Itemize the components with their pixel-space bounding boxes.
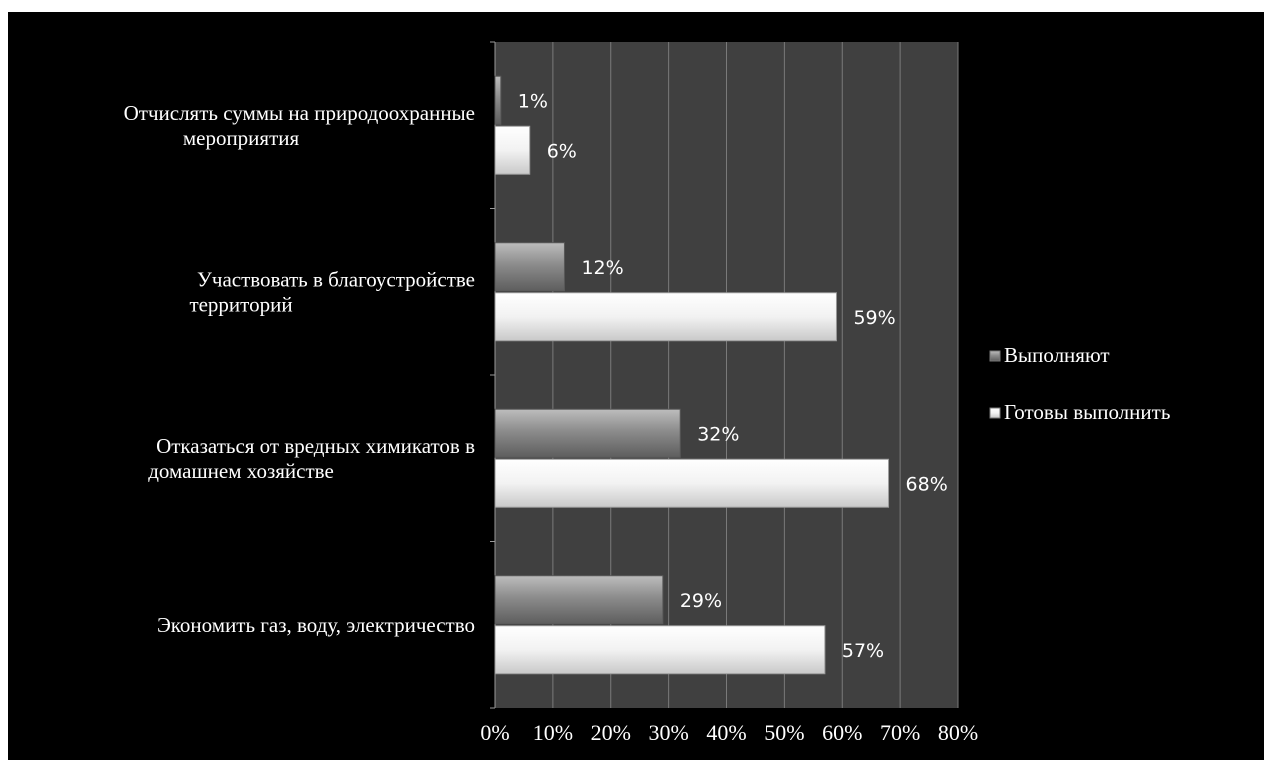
data-label-done: 32% <box>697 423 739 445</box>
x-tick-label: 70% <box>880 720 920 745</box>
labels: 0% 10% 20% 30% 40% 50% 60% 70% 80% 1% 6% Отчислять … <box>124 90 979 745</box>
category-label: Отчислять суммы на природоохранные <box>124 101 475 125</box>
bar-done <box>494 575 664 625</box>
category-label: мероприятия <box>183 126 300 150</box>
legend-swatch <box>989 407 1001 419</box>
bar-done <box>494 408 681 458</box>
data-label-done: 12% <box>581 257 623 279</box>
data-label-done: 1% <box>518 90 548 112</box>
data-label-ready: 57% <box>842 640 884 662</box>
x-tick-label: 80% <box>938 720 978 745</box>
category-label: территорий <box>189 292 292 316</box>
bar-done <box>494 242 565 292</box>
x-tick-label: 40% <box>706 720 746 745</box>
category-label: Участвовать в благоустройстве <box>197 267 475 291</box>
x-tick-label: 50% <box>764 720 804 745</box>
data-label-done: 29% <box>680 590 722 612</box>
bar-chart: 0% 10% 20% 30% 40% 50% 60% 70% 80% 1% 6% Отчислять … <box>124 41 1170 745</box>
gridlines <box>552 42 959 708</box>
category-label: домашнем хозяйстве <box>148 459 334 483</box>
legend-label: Готовы выполнить <box>1004 400 1170 424</box>
bar-ready <box>494 292 837 342</box>
legend-swatch <box>989 350 1001 362</box>
category-label: Отказаться от вредных химикатов в <box>156 434 475 458</box>
x-tick-label: 30% <box>648 720 688 745</box>
axes <box>490 41 496 709</box>
category-label: Экономить газ, воду, электричество <box>157 613 475 637</box>
bar-ready <box>494 625 826 675</box>
x-tick-label: 20% <box>591 720 631 745</box>
bar-done <box>494 75 502 125</box>
chart-canvas: 0% 10% 20% 30% 40% 50% 60% 70% 80% 1% 6% Отчислять … <box>8 12 1264 760</box>
bar-ready <box>494 458 890 508</box>
data-label-ready: 68% <box>906 473 948 495</box>
x-tick-label: 60% <box>822 720 862 745</box>
bar-ready <box>494 125 531 175</box>
legend: Выполняют Готовы выполнить <box>989 343 1170 424</box>
legend-label: Выполняют <box>1004 343 1110 367</box>
x-tick-label: 10% <box>533 720 573 745</box>
data-label-ready: 59% <box>853 307 895 329</box>
bars <box>494 75 890 675</box>
x-tick-label: 0% <box>480 720 509 745</box>
data-label-ready: 6% <box>547 140 577 162</box>
